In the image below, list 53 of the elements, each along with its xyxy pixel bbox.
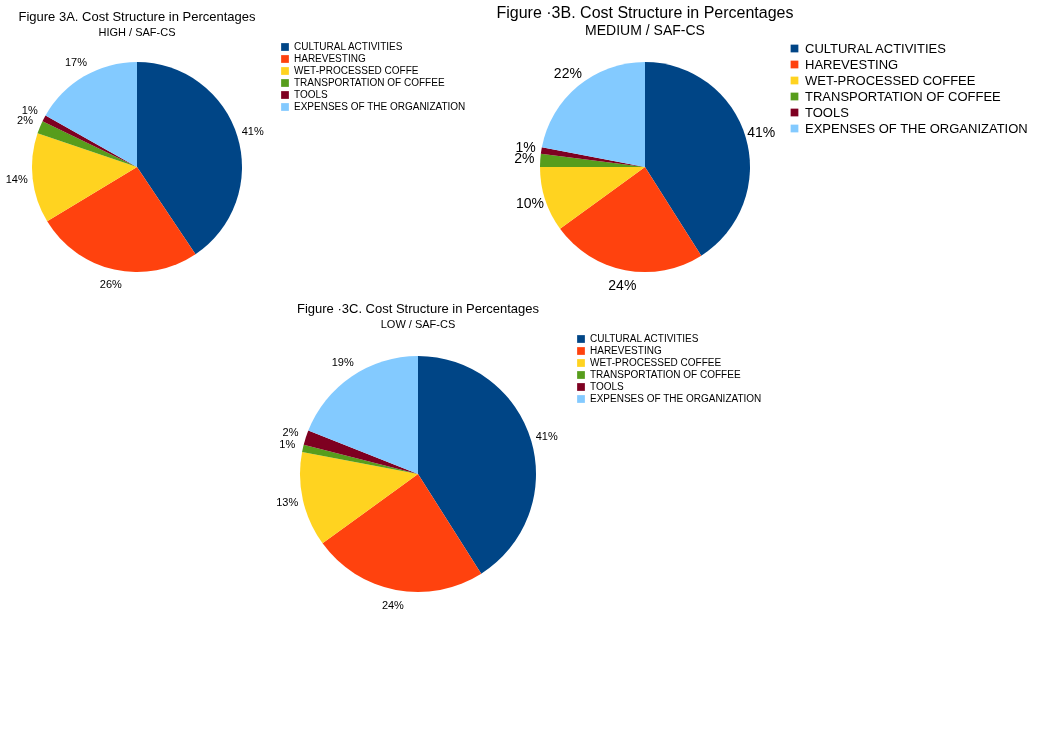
pie-slice (541, 62, 645, 167)
data-label: 26% (99, 278, 123, 291)
chart-title: Figure ·3C. Cost Structure in Percentages (296, 301, 540, 316)
pie-slice (322, 474, 482, 592)
legend-label: TOOLS (805, 104, 850, 120)
data-label: 2% (282, 425, 299, 438)
data-label: 10% (515, 195, 544, 212)
chart-title: Figure ·3B. Cost Structure in Percentages (496, 4, 794, 21)
legend-label: CULTURAL ACTIVITIES (590, 333, 699, 344)
pie-slice (37, 121, 137, 167)
data-label: 41% (747, 124, 776, 141)
chart-subtitle: LOW / SAF-CS (380, 318, 456, 330)
data-label: 41% (241, 124, 264, 137)
legend-label: WET-PROCESSED COFFEE (590, 357, 722, 368)
pie-slice (560, 167, 702, 272)
data-label: 1% (21, 103, 38, 116)
chart-subtitle: MEDIUM / SAF-CS (585, 22, 705, 38)
data-label: 22% (553, 64, 582, 81)
legend-label: WET-PROCESSED COFFEE (805, 72, 976, 88)
chart-title: Figure 3A. Cost Structure in Percentages (18, 9, 256, 24)
legend-label: TRANSPORTATION OF COFFEE (805, 88, 1002, 104)
legend-label: TRANSPORTATION OF COFFEE (590, 369, 741, 380)
legend-label: CULTURAL ACTIVITIES (805, 40, 947, 56)
legend-label: CULTURAL ACTIVITIES (294, 41, 403, 52)
data-label: 17% (64, 55, 88, 68)
chart-subtitle: HIGH / SAF-CS (98, 26, 176, 38)
pie-slice (300, 451, 418, 544)
legend-label: HAREVESTING (590, 345, 662, 356)
pie-slice (47, 167, 196, 272)
pie-slice (32, 133, 137, 222)
data-label: 14% (5, 173, 28, 186)
legend-label: WET-PROCESSED COFFE (294, 65, 419, 76)
legend-label: TRANSPORTATION OF COFFEE (294, 77, 445, 88)
data-label: 41% (535, 429, 558, 442)
pie-slice (137, 62, 242, 255)
legend-label: EXPENSES OF THE ORGANIZATION (805, 120, 1028, 136)
pie-slice (303, 430, 418, 474)
data-label: 13% (276, 496, 299, 509)
data-label: 19% (331, 356, 354, 369)
legend-label: TOOLS (590, 381, 625, 392)
legend-label: EXPENSES OF THE ORGANIZATION (294, 101, 466, 112)
pie-slice (308, 356, 418, 474)
legend-label: TOOLS (294, 89, 329, 100)
data-label: 2% (17, 114, 34, 127)
pie-slice (302, 444, 418, 474)
data-label: 24% (608, 276, 637, 293)
legend-label: HAREVESTING (805, 56, 899, 72)
legend-label: EXPENSES OF THE ORGANIZATION (590, 393, 762, 404)
pie-slice (540, 147, 645, 167)
data-label: 1% (279, 437, 296, 450)
data-label: 24% (381, 598, 405, 611)
pie-slice (418, 356, 536, 574)
legend-label: HAREVESTING (294, 53, 366, 64)
